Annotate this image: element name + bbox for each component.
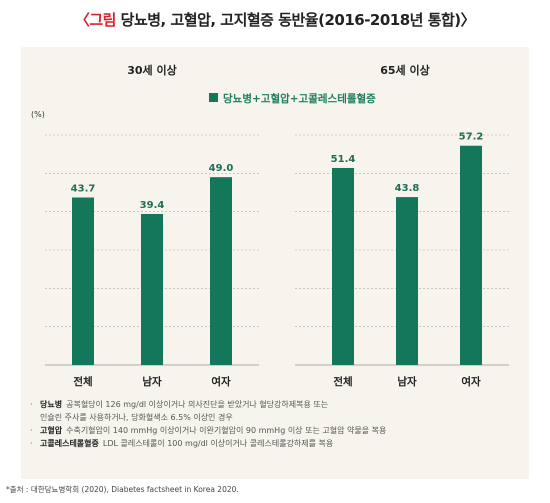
- definition-notes: · 당뇨병 공복혈당이 126 mg/dl 이상이거나 의사진단을 받았거나 혈당…: [30, 398, 520, 450]
- bar: [210, 177, 232, 365]
- bar-value-label: 39.4: [140, 200, 165, 211]
- category-label: 전체: [333, 375, 352, 388]
- category-label: 전체: [73, 375, 92, 388]
- note-hypertension: · 고혈압 수축기혈압이 140 mmHg 이상이거나 이완기혈압이 90 mmH…: [30, 424, 520, 437]
- bar: [141, 213, 163, 365]
- note-bullet: ·: [30, 400, 33, 409]
- chart-panel: 30세 이상 65세 이상 당뇨병+고혈압+고콜레스테롤혈증 (%) 43.7 전…: [21, 47, 529, 479]
- source-note: *출처 : 대한당뇨병학회 (2020), Diabetes factsheet…: [6, 485, 239, 494]
- legend-swatch: [209, 93, 218, 102]
- bar-value-label: 57.2: [459, 132, 484, 143]
- note-text: 공복혈당이 126 mg/dl 이상이거나 의사진단을 받았거나 혈당강하제복용…: [66, 400, 329, 409]
- figure-title: 〈그림 당뇨병, 고혈압, 고지혈증 동반율(2016-2018년 통합)〉: [0, 9, 550, 30]
- title-text: 당뇨병, 고혈압, 고지혈증 동반율(2016-2018년 통합)〉: [115, 11, 476, 29]
- note-term: 당뇨병: [40, 400, 63, 409]
- note-hypercholesterolemia: · 고콜레스테롤혈증 LDL 콜레스테롤이 100 mg/dl 이상이거나 콜레스…: [30, 437, 520, 450]
- bar-chart: 30세 이상 65세 이상 당뇨병+고혈압+고콜레스테롤혈증 (%) 43.7 전…: [31, 63, 509, 388]
- bar-value-label: 43.8: [395, 183, 420, 194]
- title-prefix: 〈그림: [74, 11, 117, 29]
- chart-1-title: 30세 이상: [127, 63, 177, 77]
- chart-2-title: 65세 이상: [380, 63, 430, 77]
- note-diabetes-cont: 인슐린 주사를 사용하거나, 당화혈색소 6.5% 이상인 경우: [30, 411, 520, 424]
- bar-value-label: 49.0: [209, 163, 234, 174]
- category-label: 여자: [461, 375, 481, 388]
- category-label: 여자: [211, 375, 231, 388]
- y-unit-label: (%): [31, 110, 45, 119]
- bar-value-label: 51.4: [331, 154, 356, 165]
- category-label: 남자: [142, 375, 162, 388]
- bar-value-label: 43.7: [71, 183, 96, 194]
- note-diabetes: · 당뇨병 공복혈당이 126 mg/dl 이상이거나 의사진단을 받았거나 혈당…: [30, 398, 520, 411]
- bar: [460, 145, 482, 365]
- note-text: LDL 콜레스테롤이 100 mg/dl 이상이거나 콜레스테롤강하제를 복용: [102, 439, 334, 448]
- note-term: 고콜레스테롤혈증: [40, 439, 99, 448]
- bar: [72, 197, 94, 365]
- note-bullet: ·: [30, 426, 33, 435]
- bar: [396, 197, 418, 365]
- legend-label: 당뇨병+고혈압+고콜레스테롤혈증: [223, 92, 376, 105]
- category-label: 남자: [397, 375, 417, 388]
- note-text-cont: 인슐린 주사를 사용하거나, 당화혈색소 6.5% 이상인 경우: [40, 413, 233, 422]
- bar: [332, 167, 354, 365]
- note-text: 수축기혈압이 140 mmHg 이상이거나 이완기혈압이 90 mmHg 이상 …: [66, 426, 387, 435]
- note-term: 고혈압: [40, 426, 63, 435]
- note-bullet: ·: [30, 439, 33, 448]
